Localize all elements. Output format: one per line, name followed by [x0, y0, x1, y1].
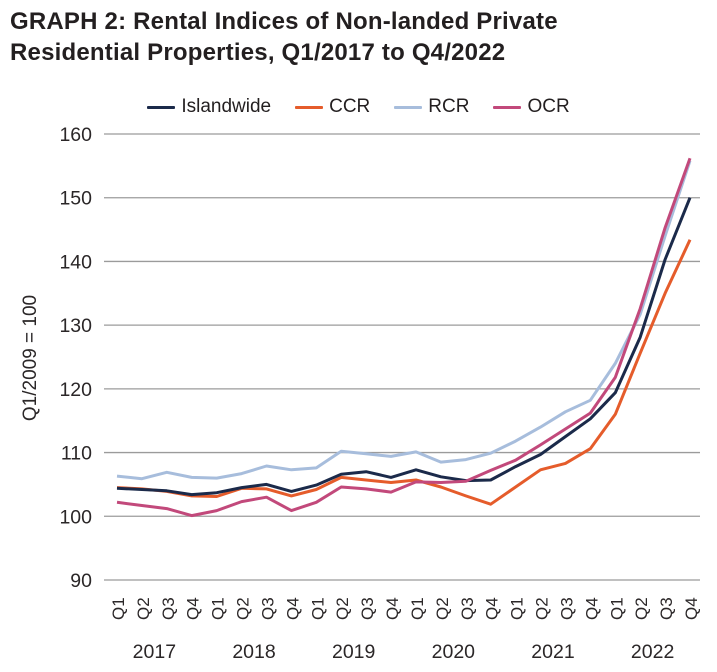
- x-tick-label: Q2: [632, 597, 651, 620]
- x-tick-label: Q2: [533, 597, 552, 620]
- x-tick-label: Q4: [682, 597, 701, 620]
- x-tick-label: Q4: [483, 597, 502, 620]
- legend-item-islandwide: Islandwide: [147, 96, 271, 118]
- legend-label: Islandwide: [181, 96, 272, 117]
- year-label: 2018: [232, 641, 275, 663]
- year-label: 2019: [332, 641, 375, 663]
- x-tick-label: Q4: [582, 597, 601, 620]
- legend-label: CCR: [329, 96, 371, 117]
- legend-item-rcr: RCR: [394, 96, 469, 118]
- x-tick-label: Q1: [408, 597, 427, 620]
- x-tick-label: Q2: [234, 597, 253, 620]
- year-label: 2021: [531, 641, 574, 663]
- y-tick-label: 110: [61, 443, 92, 465]
- y-tick-label: 160: [59, 124, 92, 146]
- x-tick-label: Q2: [333, 597, 352, 620]
- legend-swatch-ocr: [493, 105, 522, 109]
- legend-label: OCR: [527, 96, 570, 117]
- series-line-islandwide: [116, 197, 692, 497]
- x-tick-label: Q3: [358, 597, 377, 620]
- y-tick-label: 90: [70, 570, 92, 592]
- x-tick-label: Q4: [383, 597, 402, 620]
- series-line-ocr: [116, 157, 692, 518]
- x-tick-label: Q1: [209, 597, 228, 620]
- x-tick-label: Q2: [433, 597, 452, 620]
- year-label: 2017: [133, 641, 176, 663]
- x-tick-label: Q3: [159, 597, 178, 620]
- legend-swatch-islandwide: [147, 105, 176, 109]
- x-tick-label: Q2: [134, 597, 153, 620]
- x-tick-label: Q1: [607, 597, 626, 620]
- year-label: 2020: [432, 641, 476, 663]
- y-tick-label: 120: [59, 379, 92, 401]
- x-tick-label: Q1: [109, 597, 128, 620]
- year-label: 2022: [631, 641, 674, 663]
- x-tick-label: Q3: [458, 597, 477, 620]
- series-line-rcr: [116, 160, 692, 481]
- y-tick-label: 100: [59, 506, 92, 528]
- y-tick-label: 130: [59, 315, 92, 337]
- x-tick-label: Q1: [308, 597, 327, 620]
- legend-item-ocr: OCR: [493, 96, 570, 118]
- x-tick-label: Q3: [258, 597, 277, 620]
- x-tick-label: Q4: [184, 597, 203, 620]
- series-line-ccr: [116, 239, 692, 506]
- legend-item-ccr: CCR: [295, 96, 370, 118]
- legend-label: RCR: [428, 96, 470, 117]
- y-tick-label: 140: [59, 251, 92, 273]
- legend-swatch-rcr: [394, 105, 423, 109]
- x-tick-label: Q1: [508, 597, 527, 620]
- y-tick-label: 150: [59, 188, 92, 210]
- x-tick-label: Q3: [657, 597, 676, 620]
- x-tick-label: Q3: [557, 597, 576, 620]
- legend-swatch-ccr: [295, 105, 324, 109]
- legend: Islandwide CCR RCR OCR: [0, 96, 717, 118]
- chart-title: GRAPH 2: Rental Indices of Non-landed Pr…: [10, 8, 558, 66]
- x-tick-label: Q4: [283, 597, 302, 620]
